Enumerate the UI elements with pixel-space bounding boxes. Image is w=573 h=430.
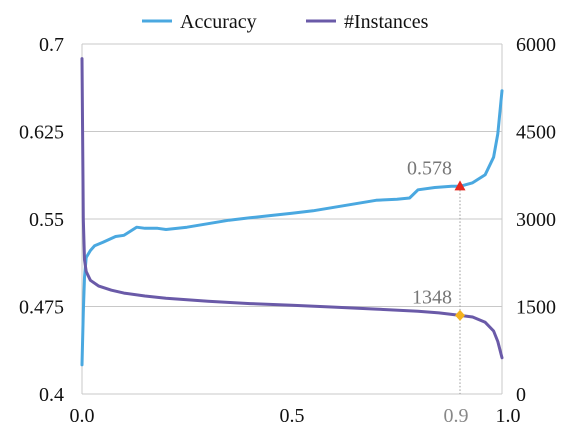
x-tick-label: 0.9 <box>444 405 469 427</box>
x-tick-label: 1.0 <box>496 405 521 427</box>
y-right-tick-label: 0 <box>516 384 526 406</box>
y-left-tick-label: 0.475 <box>19 297 64 319</box>
y-right-tick-label: 3000 <box>516 209 556 231</box>
x-tick-label: 0.5 <box>280 405 305 427</box>
legend-label-accuracy: Accuracy <box>180 11 257 33</box>
y-left-tick-label: 0.4 <box>39 384 64 406</box>
annotation-label: 0.578 <box>407 157 452 179</box>
series-line-accuracy <box>80 89 504 367</box>
gridlines <box>81 43 503 395</box>
axes: 0.4 0.475 0.55 0.625 0.7 0 1500 3000 4500 6000 0.0… <box>19 34 556 427</box>
annotations: 0.578 1348 <box>407 157 466 394</box>
y-left-tick-label: 0.55 <box>29 209 64 231</box>
series-lines <box>80 57 504 367</box>
y-left-tick-label: 0.625 <box>19 122 64 144</box>
y-left-tick-label: 0.7 <box>39 34 64 56</box>
legend-label-instances: #Instances <box>344 11 429 33</box>
series-line-instances <box>80 57 504 360</box>
y-right-tick-label: 6000 <box>516 34 556 56</box>
y-right-tick-label: 4500 <box>516 122 556 144</box>
marker-triangle <box>454 180 466 191</box>
annotation-label: 1348 <box>412 286 452 308</box>
marker-diamond <box>455 309 465 321</box>
x-tick-label: 0.0 <box>70 405 95 427</box>
y-right-tick-label: 1500 <box>516 297 556 319</box>
legend: Accuracy #Instances <box>142 11 429 33</box>
